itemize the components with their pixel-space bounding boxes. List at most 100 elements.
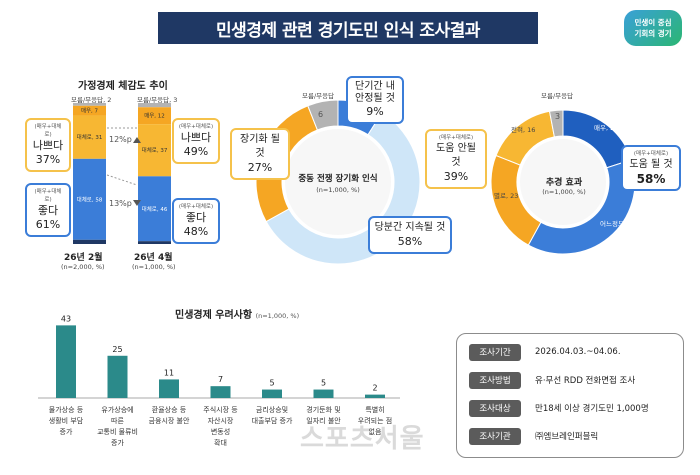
donut2-center-title: 추경 효과	[545, 178, 583, 188]
survey-info-box: 조사기간 2026.04.03.~04.06. 조사방법 유·무선 RDD 전화면접 …	[456, 333, 684, 458]
donut2-unknown-value: 3	[555, 112, 561, 121]
bar1-n: (n=2,000, %)	[61, 263, 105, 271]
household-segment	[73, 115, 106, 159]
concern-category-label: 변동성	[211, 427, 230, 436]
good-value-1: 61%	[35, 218, 61, 231]
short-value: 9%	[366, 105, 384, 118]
household-segment-label: 대체로, 37	[142, 146, 168, 154]
household-segment	[138, 176, 171, 242]
donut-center	[285, 129, 391, 235]
bar1-date: 26년 2월	[64, 253, 103, 263]
no-value: 39%	[443, 170, 469, 183]
survey-info-row: 조사방법 유·무선 RDD 전화면접 조사	[469, 370, 635, 390]
survey-info-value: 2026.04.03.~04.06.	[535, 347, 621, 357]
survey-info-value: 만18세 이상 경기도민 1,000명	[535, 404, 649, 414]
yes-label: 도움 될 것	[629, 159, 673, 170]
bad-tag-2: (매우+대체로)	[178, 124, 214, 130]
household-title: 가정경제 체감도 추이	[78, 81, 168, 92]
household-segment	[73, 105, 106, 116]
donut2-unknown-label: 모름/무응답	[541, 92, 574, 100]
donut2-center-n: (n=1,000, %)	[542, 188, 586, 196]
survey-info-label: 조사방법	[469, 371, 521, 389]
concern-value: 2	[372, 384, 377, 393]
survey-info-value: ㈜엠브레인퍼블릭	[535, 432, 599, 442]
bad-label-2: 나쁘다	[180, 131, 212, 144]
arrow-up-label: 12%p	[109, 135, 132, 144]
long-label: 장기화 될 것	[240, 134, 280, 159]
seg-a-label: 매우, 20	[594, 124, 619, 132]
good-callout-2: (매우+대체로) 좋다 48%	[172, 198, 220, 244]
concern-category-label: 주식시장 등	[203, 405, 238, 414]
household-segment	[73, 158, 106, 240]
concern-value: 25	[112, 345, 122, 354]
concern-category-label: 자산시장	[208, 416, 234, 425]
yes-tag: (매우+대체로)	[633, 151, 669, 157]
seg-d-label: 전혀, 16	[511, 126, 536, 134]
bar2-n: (n=1,000, %)	[132, 263, 176, 271]
household-segment	[138, 103, 171, 108]
yes-value: 58%	[636, 172, 666, 186]
concern-category-label: 금융시장 불안	[149, 416, 190, 425]
household-segment	[73, 239, 106, 244]
good-label-2: 좋다	[185, 211, 207, 224]
concern-value: 5	[321, 379, 326, 388]
concern-category-label: 유가상승에	[101, 405, 133, 414]
survey-info-value: 유·무선 RDD 전화면접 조사	[535, 376, 636, 386]
donut2-callout-yes: (매우+대체로) 도움 될 것 58%	[621, 145, 681, 191]
concern-value: 11	[164, 368, 174, 377]
household-segment-label: 대체로, 31	[77, 133, 103, 141]
continue-label: 당분간 지속될 것	[374, 222, 446, 233]
concern-category-label: 금리상승및	[256, 405, 288, 414]
concern-bar	[313, 389, 334, 398]
concern-category-label: 생활비 부담	[49, 416, 84, 425]
concern-category-label: 물가상승 등	[49, 405, 84, 414]
household-segment-label: 대체로, 58	[77, 195, 103, 203]
household-segment	[138, 124, 171, 177]
survey-info-label: 조사대상	[469, 399, 521, 417]
slice-unknown	[548, 109, 564, 138]
bar2-date: 26년 4월	[134, 253, 173, 263]
donut2-callout-no: (매우+대체로) 도움 안될 것 39%	[425, 129, 487, 189]
bar1-top-label: 모름/무응답, 2	[71, 96, 112, 104]
donut1-unknown-value: 6	[318, 110, 324, 119]
donut1-callout-short: 단기간 내 안정될 것 9%	[346, 76, 404, 124]
concern-category-label: 특별히	[365, 405, 384, 414]
concern-bar	[365, 394, 385, 398]
concern-category-label: 증가	[60, 427, 73, 436]
concerns-title-text: 민생경제 우려사항	[175, 310, 253, 321]
concern-category-label: 대출부담 증가	[252, 416, 293, 425]
bad-tag-1: (매우+대체로)	[34, 124, 62, 138]
slice-unknown	[307, 99, 339, 131]
concern-category-label: 확대	[214, 438, 227, 447]
donut1-unknown-label: 모름/무응답	[302, 92, 335, 100]
bad-label-1: 나쁘다	[32, 139, 64, 152]
household-segment-label: 매우, 12	[144, 112, 165, 120]
good-tag-1: (매우+대체로)	[34, 189, 62, 203]
good-callout-1: (매우+대체로) 좋다 61%	[25, 183, 71, 237]
slice-somewhat	[527, 159, 636, 255]
concern-category-label: 일자리 불안	[306, 416, 341, 425]
connector-line	[106, 174, 138, 186]
watermark: 스포츠서울	[300, 424, 425, 454]
no-tag: (매우+대체로)	[438, 135, 474, 141]
concern-value: 43	[61, 314, 71, 323]
concern-category-label: 따른	[111, 416, 124, 425]
no-label: 도움 안될 것	[436, 143, 476, 168]
continue-value: 58%	[397, 235, 423, 248]
concern-bar	[159, 379, 179, 398]
gyeonggi-logo: 민생이 중심 기회의 경기	[624, 10, 682, 46]
page-title: 민생경제 관련 경기도민 인식 조사결과	[158, 12, 538, 44]
bad-value-1: 37%	[35, 153, 61, 166]
survey-info-row: 조사기간 2026.04.03.~04.06.	[469, 342, 621, 362]
concern-bar	[210, 386, 231, 398]
concern-bar	[56, 325, 76, 398]
concerns-title: 민생경제 우려사항 (n=1,000, %)	[175, 306, 299, 321]
short-label: 단기간 내 안정될 것	[355, 81, 395, 104]
household-segment	[138, 241, 171, 244]
logo-line2: 기회의 경기	[634, 29, 672, 38]
concern-category-label: 우려되는 점	[358, 416, 392, 425]
donut1-callout-long: 장기화 될 것 27%	[230, 128, 290, 180]
arrow-down-label: 13%p	[109, 199, 132, 208]
